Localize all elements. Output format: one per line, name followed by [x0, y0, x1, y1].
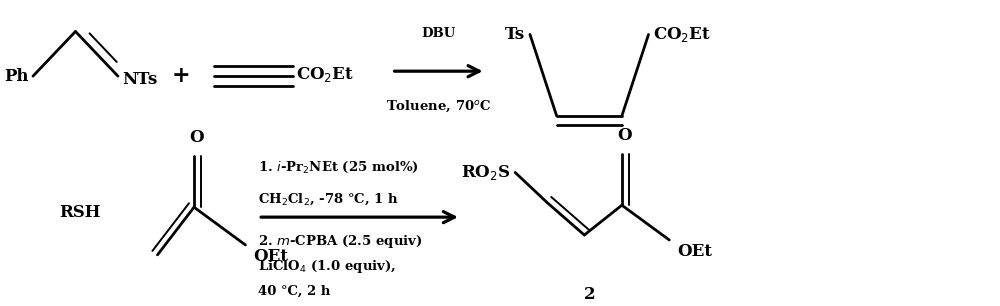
Text: CO$_2$Et: CO$_2$Et: [296, 65, 354, 84]
Text: +: +: [172, 65, 191, 87]
Text: RSH: RSH: [60, 204, 101, 221]
Text: Ph: Ph: [5, 68, 29, 85]
Text: Toluene, 70$^o$C: Toluene, 70$^o$C: [386, 98, 491, 114]
Text: O: O: [618, 127, 632, 144]
Text: DBU: DBU: [421, 27, 456, 40]
Text: CH$_2$Cl$_2$, -78 °C, 1 h: CH$_2$Cl$_2$, -78 °C, 1 h: [258, 192, 399, 207]
Text: 1. $i$-Pr$_2$NEt (25 mol%): 1. $i$-Pr$_2$NEt (25 mol%): [258, 160, 419, 175]
Text: OEt: OEt: [253, 248, 288, 265]
Text: LiClO$_4$ (1.0 equiv),: LiClO$_4$ (1.0 equiv),: [258, 258, 396, 275]
Text: 40 °C, 2 h: 40 °C, 2 h: [258, 285, 331, 298]
Text: 2. $m$-CPBA (2.5 equiv): 2. $m$-CPBA (2.5 equiv): [258, 233, 423, 250]
Text: OEt: OEt: [677, 243, 712, 260]
Text: Ts: Ts: [505, 26, 525, 43]
Text: 2: 2: [583, 286, 595, 303]
Text: CO$_2$Et: CO$_2$Et: [653, 25, 711, 44]
Text: NTs: NTs: [122, 71, 157, 88]
Text: O: O: [190, 129, 204, 146]
Text: RO$_2$S: RO$_2$S: [461, 163, 510, 182]
